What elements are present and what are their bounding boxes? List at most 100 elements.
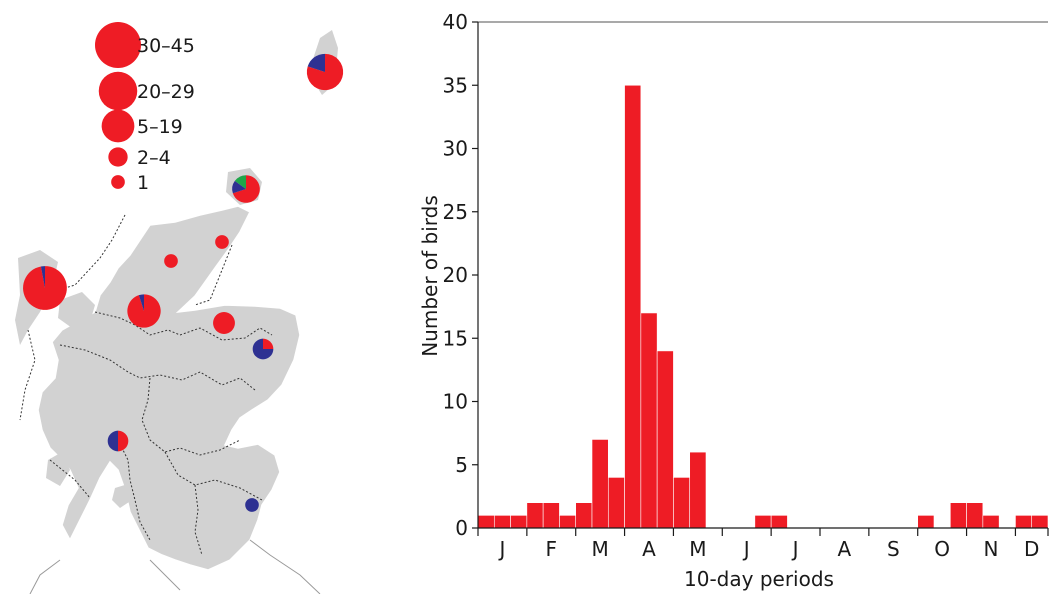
- bar: [917, 515, 935, 529]
- x-tick-label: S: [887, 537, 900, 561]
- legend-circle: [111, 175, 125, 189]
- bar: [624, 84, 642, 529]
- legend-label: 30–45: [137, 35, 195, 57]
- x-tick-label: M: [591, 537, 608, 561]
- x-tick-label: A: [838, 537, 852, 561]
- y-tick-label: 0: [455, 516, 468, 540]
- bar: [542, 502, 560, 529]
- boundary-line: [94, 311, 273, 341]
- skye-shape: [58, 292, 95, 328]
- pie-slice: [252, 338, 274, 360]
- pie-slice: [234, 175, 246, 189]
- england-edge: [29, 539, 321, 594]
- pie-slice: [245, 498, 259, 512]
- y-tick-label: 35: [443, 73, 468, 97]
- boundary-line: [19, 329, 36, 421]
- pie-slice: [307, 53, 325, 72]
- pie-borders: [245, 498, 259, 512]
- legend-label: 5–19: [137, 116, 183, 138]
- pie-slice: [213, 312, 235, 334]
- bar: [493, 515, 511, 529]
- bar: [591, 439, 609, 529]
- bar: [1031, 515, 1049, 529]
- bar: [575, 502, 593, 529]
- pie-sutherland: [164, 254, 178, 268]
- y-tick-label: 5: [455, 453, 468, 477]
- bar: [510, 515, 528, 529]
- bar: [477, 515, 495, 529]
- x-tick-label: F: [546, 537, 558, 561]
- bar: [607, 477, 625, 529]
- legend-circle: [95, 22, 141, 68]
- y-tick-label: 40: [443, 10, 468, 34]
- y-axis: 0 5 10 15 20 25 30 35 40: [443, 10, 1048, 540]
- pie-slice: [40, 266, 45, 288]
- pie-slice: [118, 430, 129, 452]
- x-axis-label: 10-day periods: [684, 567, 834, 591]
- arran-shape: [112, 484, 132, 508]
- scotland-map: 30–45 20–29 5–19 2–4 1: [15, 22, 344, 594]
- pie-slice: [107, 430, 118, 452]
- boundary-line: [41, 214, 126, 296]
- x-tick-label: J: [791, 537, 799, 561]
- pie-orkney: [232, 175, 260, 203]
- pie-moray: [213, 312, 235, 334]
- x-tick-label: A: [642, 537, 656, 561]
- boundary-line: [141, 377, 241, 456]
- pie-slice: [215, 235, 229, 249]
- map-legend: 30–45 20–29 5–19 2–4 1: [95, 22, 195, 194]
- boundary-line: [59, 344, 256, 391]
- legend-circle: [101, 109, 135, 143]
- bar: [966, 502, 984, 529]
- bar: [770, 515, 788, 529]
- legend-circle: [108, 147, 128, 167]
- pie-slice: [263, 338, 274, 349]
- bars: [477, 84, 1049, 529]
- pie-slice: [164, 254, 178, 268]
- pie-outer-hebrides: [23, 266, 67, 310]
- boundary-line: [117, 439, 151, 541]
- boundaries: [19, 214, 273, 556]
- pie-slice: [23, 266, 67, 310]
- x-tick-label: J: [497, 537, 505, 561]
- bar: [640, 312, 658, 529]
- map-pies: [23, 53, 344, 512]
- pie-highland: [127, 294, 161, 328]
- legend-label: 1: [137, 172, 149, 194]
- x-tick-label: J: [742, 537, 750, 561]
- bar: [526, 502, 544, 529]
- pie-argyll: [107, 430, 129, 452]
- legend-label: 2–4: [137, 147, 171, 169]
- y-tick-label: 20: [443, 263, 468, 287]
- boundary-line: [49, 459, 91, 499]
- boundary-line: [194, 484, 203, 556]
- boundary-line: [164, 451, 263, 501]
- y-tick-label: 25: [443, 200, 468, 224]
- y-tick-label: 10: [443, 390, 468, 414]
- pie-caithness: [215, 235, 229, 249]
- y-axis-label: Number of birds: [418, 195, 442, 357]
- bar: [949, 502, 967, 529]
- bar: [689, 451, 707, 529]
- pie-slice: [138, 294, 144, 311]
- pie-shetland: [306, 53, 344, 91]
- bar: [559, 515, 577, 529]
- x-tick-label: M: [689, 537, 706, 561]
- land-shapes: [15, 30, 338, 594]
- y-tick-label: 15: [443, 326, 468, 350]
- y-tick-label: 30: [443, 137, 468, 161]
- x-tick-label: N: [984, 537, 999, 561]
- bar: [656, 350, 674, 529]
- mainland-shape: [37, 205, 301, 571]
- bar: [982, 515, 1000, 529]
- islay-shape: [46, 452, 70, 486]
- boundary-line: [194, 244, 233, 306]
- x-tick-label: D: [1024, 537, 1039, 561]
- pie-slice: [306, 53, 344, 91]
- pie-slice: [232, 180, 246, 194]
- pie-slice: [232, 175, 260, 203]
- legend-label: 20–29: [137, 81, 195, 103]
- bar: [673, 477, 691, 529]
